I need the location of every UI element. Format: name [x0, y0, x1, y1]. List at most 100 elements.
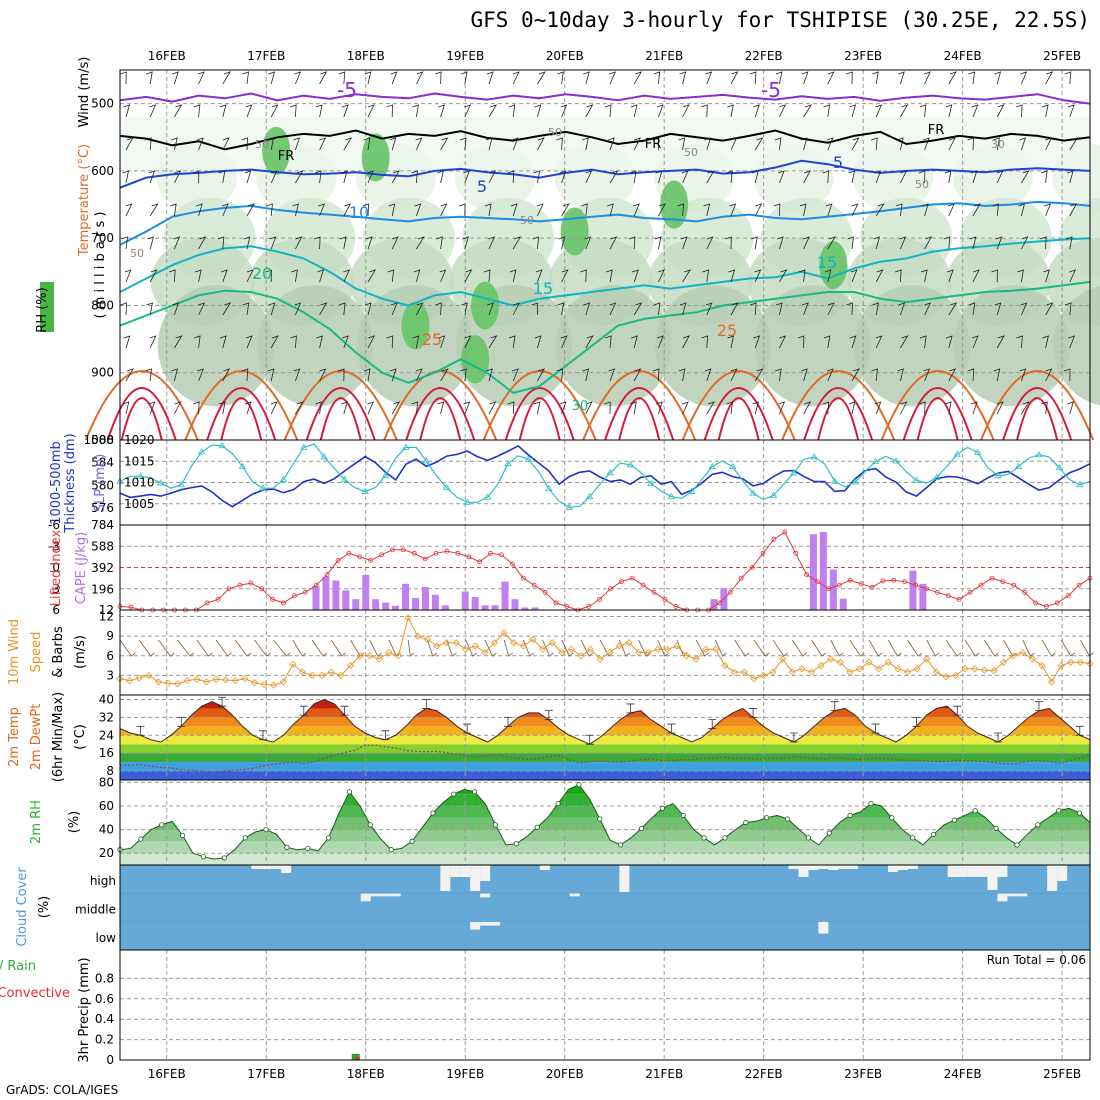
wind-barb [701, 104, 708, 118]
wind-barb [945, 335, 953, 349]
lifted-index-point [357, 554, 363, 560]
wind-barb [222, 71, 231, 85]
wind-speed-point [980, 666, 988, 674]
wind-speed-point [1057, 662, 1065, 670]
wind-barb [871, 368, 878, 382]
wind-barb [173, 236, 181, 250]
thickness-marker [688, 487, 696, 494]
y-axis-label: CAPE (J/kg) [74, 532, 89, 604]
wind-barb [411, 401, 419, 415]
cape-bar [919, 583, 927, 610]
cape-bar [481, 605, 489, 610]
wind-barb [826, 368, 834, 382]
wind-barb [992, 203, 999, 217]
temp-band [120, 771, 1090, 780]
wind-barb [924, 302, 932, 316]
wind-barb [1018, 203, 1025, 217]
cloud-bar [788, 865, 799, 869]
wind-barb [703, 203, 711, 217]
wind-barb [874, 401, 882, 415]
wind-barb [388, 203, 396, 217]
wind-barb [193, 335, 201, 349]
wind-barb [439, 269, 447, 283]
wind-barb [362, 203, 370, 217]
wind-barb [706, 401, 715, 415]
wind-barb [887, 639, 902, 657]
wind-barb [488, 104, 498, 118]
wind-barb [777, 236, 784, 250]
wind-barb [948, 368, 957, 382]
wind-barb [993, 137, 1000, 151]
cloud-bar [888, 865, 899, 872]
wind-barb [871, 137, 878, 151]
cape-bar [710, 599, 718, 610]
cape-bar [501, 581, 509, 610]
wind-barb [463, 401, 471, 415]
wind-barb [510, 203, 518, 217]
lifted-index-point [618, 579, 624, 585]
y-tick: -3 [48, 539, 60, 553]
wind-barb [657, 639, 670, 657]
wind-barb [926, 639, 940, 657]
legend-total-rain: Total / Rain [0, 959, 36, 974]
wind-speed-point [126, 677, 134, 685]
wind-barb [561, 203, 570, 217]
wind-barb [654, 236, 662, 250]
wind-barb [945, 639, 962, 657]
y-axis-label: 2m DewPt [29, 704, 44, 771]
lifted-index-point [270, 596, 275, 602]
cape-bar [431, 594, 439, 610]
wind-barb [896, 203, 903, 217]
wind-speed-point [875, 665, 883, 673]
lifted-index-point [597, 596, 602, 602]
contour-label: 50 [520, 214, 534, 227]
wind-barb [753, 639, 770, 657]
wind-barb [364, 71, 372, 85]
wind-barb [823, 335, 831, 349]
wind-barb [558, 236, 566, 250]
wind-barb [849, 335, 857, 349]
wind-barb [900, 104, 909, 118]
cloud-bar [967, 865, 978, 877]
wind-barb [557, 71, 564, 85]
rh-point [388, 847, 394, 853]
rh-blob [1053, 286, 1100, 406]
wind-speed-point [308, 671, 316, 679]
wind-barb [293, 368, 301, 382]
wind-speed-point [298, 668, 307, 676]
rh-point [638, 825, 645, 832]
contour-label: 10 [349, 203, 369, 222]
wind-barb [194, 269, 202, 283]
wind-speed-point [529, 635, 537, 643]
wind-barb [174, 335, 183, 349]
wind-barb [779, 104, 786, 118]
contour-label: 50 [255, 138, 269, 151]
wind-barb [1019, 137, 1027, 151]
wind-barb [652, 368, 660, 382]
lifted-index-point [651, 589, 657, 595]
wind-speed-point [174, 680, 182, 688]
contour-label: 50 [548, 126, 562, 139]
wind-speed-point [961, 665, 969, 673]
lifted-index-point [836, 582, 842, 588]
lifted-index-point [531, 582, 537, 588]
isotherm-warm [305, 387, 376, 441]
wind-speed-point [414, 632, 422, 640]
wind-barb [803, 104, 813, 118]
rh-point [1076, 810, 1083, 816]
contour-label: 20 [252, 264, 272, 283]
slp-line [119, 444, 1091, 508]
wind-barb [656, 104, 664, 118]
wind-barb [983, 639, 999, 657]
wind-barb [148, 170, 156, 184]
wind-barb [1003, 639, 1017, 657]
contour-label: 5 [833, 153, 843, 172]
wind-barb [219, 104, 227, 118]
isotherm-warm [717, 397, 760, 441]
wind-barb [1042, 335, 1049, 349]
wind-barb [1045, 71, 1054, 85]
y-tick: 40 [99, 823, 114, 837]
thickness-marker [279, 475, 288, 483]
wind-barb [198, 236, 207, 250]
wind-speed-point [951, 671, 960, 679]
